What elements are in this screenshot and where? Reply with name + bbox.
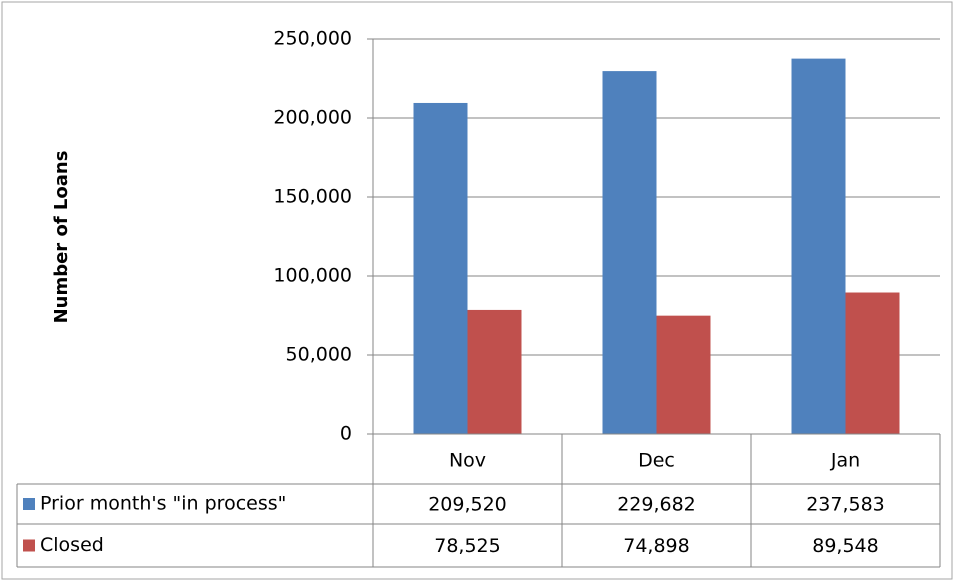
table-value: 209,520 <box>428 494 507 516</box>
legend-swatch <box>23 498 35 510</box>
y-tick-label: 100,000 <box>273 265 352 287</box>
legend-swatch <box>23 539 35 552</box>
table-value: 89,548 <box>812 535 878 557</box>
category-label: Dec <box>638 450 675 472</box>
y-axis-title: Number of Loans <box>51 151 72 324</box>
bar <box>791 58 846 434</box>
y-tick-label: 0 <box>340 423 352 445</box>
y-tick-label: 150,000 <box>273 186 352 208</box>
bar <box>845 292 900 434</box>
legend-label: Closed <box>40 534 104 556</box>
legend-label: Prior month's "in process" <box>40 493 286 515</box>
table-value: 229,682 <box>617 494 696 516</box>
table-value: 78,525 <box>434 535 500 557</box>
y-tick-label: 50,000 <box>286 344 352 366</box>
table-value: 237,583 <box>806 494 885 516</box>
table-value: 74,898 <box>623 535 689 557</box>
category-label: Jan <box>830 450 860 472</box>
y-tick-label: 250,000 <box>273 28 352 50</box>
bar <box>413 102 468 434</box>
bar <box>656 315 711 434</box>
y-tick-label: 200,000 <box>273 107 352 129</box>
bar <box>602 71 657 434</box>
category-label: Nov <box>449 450 486 472</box>
bar <box>467 309 522 434</box>
